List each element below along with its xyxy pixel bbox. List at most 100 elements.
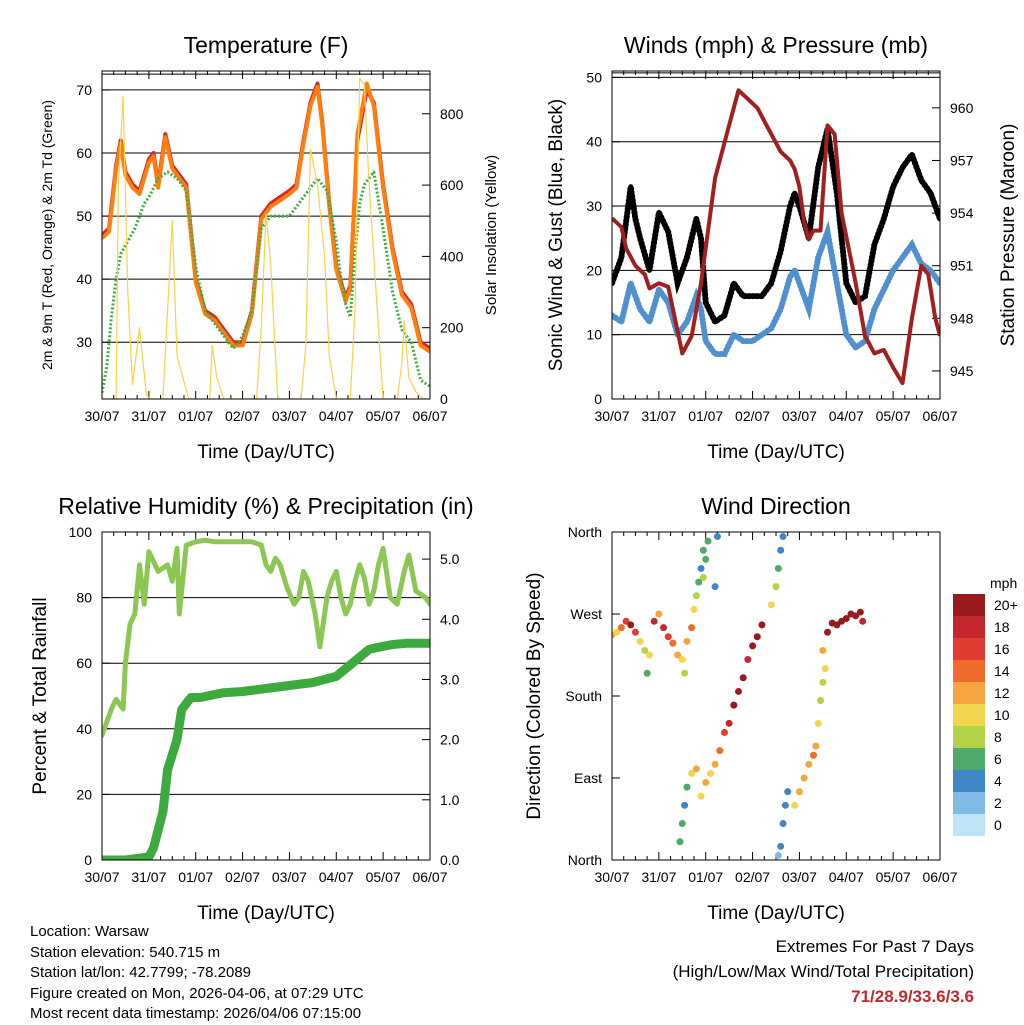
legend-swatch xyxy=(953,792,985,814)
direction-point xyxy=(650,617,658,625)
x-tick-label: 01/07 xyxy=(178,408,213,424)
data-point xyxy=(632,293,638,299)
direction-point xyxy=(730,701,738,709)
data-point xyxy=(937,216,940,222)
series-total-precipitation xyxy=(102,638,430,860)
direction-point xyxy=(716,747,724,755)
x-tick-label: 04/07 xyxy=(319,869,354,885)
data-point xyxy=(759,332,765,338)
direction-point xyxy=(725,719,733,727)
direction-point xyxy=(842,615,850,623)
direction-point xyxy=(692,765,700,773)
data-point xyxy=(703,300,709,306)
direction-point xyxy=(809,751,817,759)
data-point xyxy=(750,293,756,299)
location-text: Location: Warsaw xyxy=(30,923,149,940)
direction-point xyxy=(819,646,827,654)
data-point xyxy=(721,312,727,318)
x-tick-label: 02/07 xyxy=(735,869,770,885)
chart-title: Relative Humidity (%) & Precipitation (i… xyxy=(58,493,473,519)
x-tick-label: 06/07 xyxy=(922,408,957,424)
series-solar-insolation xyxy=(102,77,430,399)
direction-point xyxy=(720,728,728,736)
direction-point xyxy=(688,624,696,632)
direction-point xyxy=(821,665,829,673)
legend-swatch xyxy=(953,594,985,616)
data-point xyxy=(881,216,887,222)
data-point xyxy=(740,338,746,344)
y-tick-label: 50 xyxy=(76,208,92,224)
direction-point xyxy=(681,801,689,809)
y2-tick-label: 2.0 xyxy=(440,732,460,748)
data-point xyxy=(684,319,690,325)
direction-point xyxy=(735,687,743,695)
data-point xyxy=(665,229,671,235)
y-tick-label: 70 xyxy=(76,82,92,98)
legend-label: 8 xyxy=(994,729,1002,745)
legend-swatch xyxy=(953,682,985,704)
data-point xyxy=(712,319,718,325)
x-tick-label: 30/07 xyxy=(84,869,119,885)
y2-tick-label: 1.0 xyxy=(440,792,460,808)
x-tick-label: 06/07 xyxy=(922,869,957,885)
legend-label: 2 xyxy=(994,795,1002,811)
data-point xyxy=(628,280,634,286)
x-axis-label: Time (Day/UTC) xyxy=(707,903,845,924)
y2-tick-label: 951 xyxy=(950,258,974,274)
data-point xyxy=(778,248,784,254)
direction-point xyxy=(774,564,782,572)
data-point xyxy=(918,177,924,183)
data-point xyxy=(928,190,934,196)
x-tick-label: 04/07 xyxy=(829,869,864,885)
direction-point xyxy=(812,742,820,750)
chart-title: Wind Direction xyxy=(701,493,851,519)
created-text: Figure created on Mon, 2026-04-06, at 07… xyxy=(30,984,364,1002)
y-axis-label: Sonic Wind & Gust (Blue, Black) xyxy=(546,99,567,371)
data-point xyxy=(787,203,793,209)
direction-point xyxy=(805,760,813,768)
x-tick-label: 06/07 xyxy=(412,408,447,424)
x-tick-label: 03/07 xyxy=(272,408,307,424)
legend-label: 20+ xyxy=(994,597,1018,613)
data-point xyxy=(759,293,765,299)
direction-point xyxy=(859,617,867,625)
data-point xyxy=(646,267,652,273)
data-point xyxy=(693,216,699,222)
series-9m-t xyxy=(102,81,430,354)
data-point xyxy=(928,267,934,273)
legend-title: mph xyxy=(990,575,1017,591)
data-point xyxy=(890,184,896,190)
data-point xyxy=(684,255,690,261)
x-tick-label: 30/07 xyxy=(594,869,629,885)
data-point xyxy=(656,209,662,215)
direction-point xyxy=(660,624,668,632)
y-tick-label: South xyxy=(565,688,602,704)
chart-title: Temperature (F) xyxy=(184,32,349,58)
data-point xyxy=(843,280,849,286)
data-point xyxy=(815,164,821,170)
direction-point xyxy=(856,608,864,616)
data-point xyxy=(637,235,643,241)
data-point xyxy=(871,306,877,312)
data-point xyxy=(909,242,915,248)
data-point xyxy=(796,280,802,286)
y-tick-label: 0 xyxy=(594,391,602,407)
direction-point xyxy=(664,633,672,641)
plot-frame xyxy=(101,531,431,861)
direction-point xyxy=(744,656,752,664)
y2-tick-label: 945 xyxy=(950,363,974,379)
data-point xyxy=(618,319,624,325)
y2-tick-label: 5.0 xyxy=(440,551,460,567)
x-tick-label: 31/07 xyxy=(641,408,676,424)
data-point xyxy=(612,280,615,286)
direction-point xyxy=(784,788,792,796)
elevation-text: Station elevation: 540.715 m xyxy=(30,943,221,961)
y-tick-label: 30 xyxy=(76,334,92,350)
y2-tick-label: 400 xyxy=(440,248,464,264)
x-tick-label: 03/07 xyxy=(782,408,817,424)
data-point xyxy=(675,280,681,286)
plot-frame xyxy=(101,70,431,400)
data-point xyxy=(937,280,940,286)
y-tick-label: 60 xyxy=(76,145,92,161)
legend-label: 10 xyxy=(994,707,1010,723)
